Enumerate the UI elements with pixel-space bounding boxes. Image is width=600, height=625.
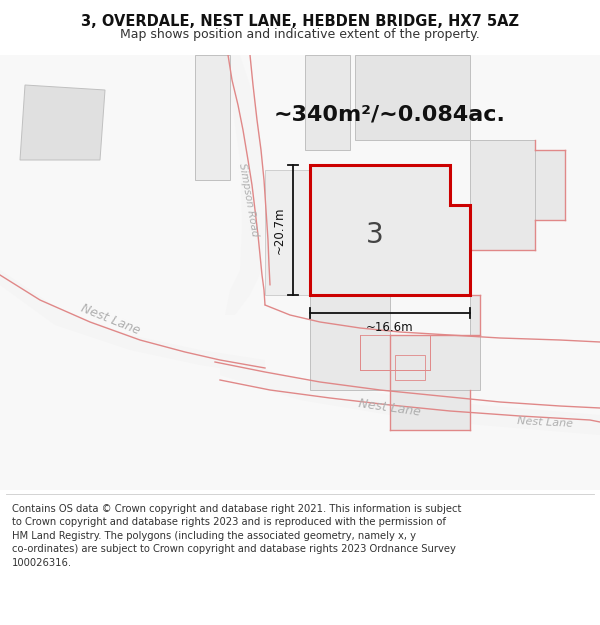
Text: ~340m²/~0.084ac.: ~340m²/~0.084ac. [274,105,506,125]
Polygon shape [535,150,565,220]
Polygon shape [470,140,535,250]
Text: Nest Lane: Nest Lane [358,398,422,419]
Text: ~20.7m: ~20.7m [273,206,286,254]
Polygon shape [355,55,470,140]
Text: Nest Lane: Nest Lane [79,302,142,338]
Text: Nest Lane: Nest Lane [517,416,573,429]
Bar [395,355,425,380]
Polygon shape [310,295,480,390]
Polygon shape [310,165,470,295]
Polygon shape [220,355,600,435]
Polygon shape [390,390,470,430]
Polygon shape [20,85,105,160]
Text: ~16.6m: ~16.6m [366,321,414,334]
Text: 3, OVERDALE, NEST LANE, HEBDEN BRIDGE, HX7 5AZ: 3, OVERDALE, NEST LANE, HEBDEN BRIDGE, H… [81,14,519,29]
Polygon shape [195,55,230,180]
Polygon shape [220,55,265,315]
Polygon shape [305,55,350,150]
Text: Map shows position and indicative extent of the property.: Map shows position and indicative extent… [120,28,480,41]
Text: 3: 3 [366,221,384,249]
Text: Contains OS data © Crown copyright and database right 2021. This information is : Contains OS data © Crown copyright and d… [12,504,461,568]
Text: Simpson Road: Simpson Road [236,162,259,238]
Polygon shape [0,270,265,375]
Polygon shape [265,170,310,295]
